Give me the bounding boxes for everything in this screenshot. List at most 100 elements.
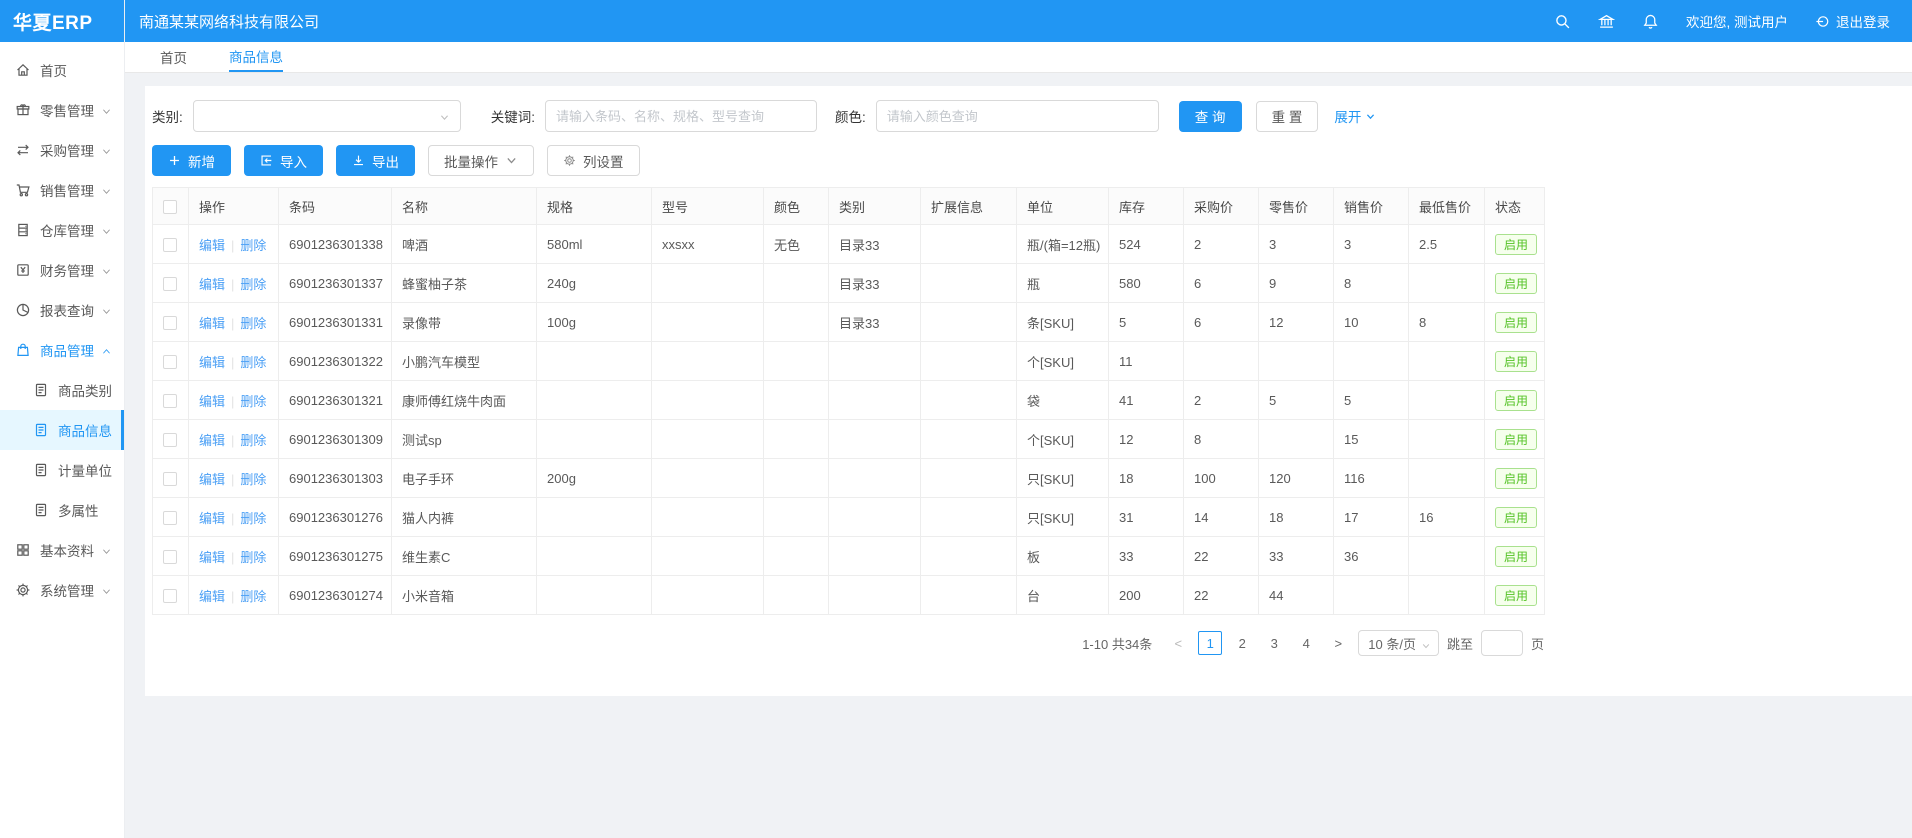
edit-link[interactable]: 编辑 [199, 471, 226, 487]
table-row: 编辑 | 删除 6901236301337 蜂蜜柚子茶 240g 目录33 瓶 580 6 9 8 启用 [152, 263, 1545, 303]
tab-home[interactable]: 首页 [160, 51, 187, 66]
add-button[interactable]: 新增 [152, 145, 231, 176]
row-checkbox[interactable] [163, 588, 177, 603]
edit-link[interactable]: 编辑 [199, 315, 226, 331]
next-page-button[interactable]: > [1334, 635, 1343, 651]
cell-sale [1333, 575, 1409, 615]
cell-spec [536, 536, 652, 576]
color-input[interactable] [875, 100, 1159, 132]
reset-button[interactable]: 重 置 [1255, 100, 1319, 132]
select-all-checkbox[interactable] [163, 199, 177, 214]
delete-link[interactable]: 删除 [240, 471, 267, 487]
home-icon [15, 62, 31, 78]
prev-page-button[interactable]: < [1174, 635, 1183, 651]
row-checkbox[interactable] [163, 471, 177, 486]
link-separator: | [231, 510, 235, 526]
edit-link[interactable]: 编辑 [199, 393, 226, 409]
edit-link[interactable]: 编辑 [199, 549, 226, 565]
sidebar-item-label: 采购管理 [40, 144, 94, 159]
cell-purchase: 8 [1183, 419, 1259, 459]
sidebar-item-warehouse[interactable]: 仓库管理 [0, 210, 124, 250]
bell-icon[interactable] [1642, 13, 1659, 30]
row-checkbox[interactable] [163, 354, 177, 369]
sidebar-item-measure-unit[interactable]: 计量单位 [0, 450, 124, 490]
delete-link[interactable]: 删除 [240, 432, 267, 448]
cell-retail: 9 [1258, 263, 1334, 303]
gear-icon [563, 154, 576, 167]
cell-unit: 个[SKU] [1016, 419, 1109, 459]
edit-link[interactable]: 编辑 [199, 354, 226, 370]
cell-spec [536, 419, 652, 459]
sidebar-item-product[interactable]: 商品管理 [0, 330, 124, 370]
cell-status: 启用 [1484, 380, 1545, 420]
bank-icon[interactable] [1597, 13, 1615, 30]
row-checkbox[interactable] [163, 549, 177, 564]
edit-link[interactable]: 编辑 [199, 510, 226, 526]
sidebar-item-report[interactable]: 报表查询 [0, 290, 124, 330]
search-button[interactable]: 查 询 [1178, 100, 1242, 132]
sidebar-item-product-category[interactable]: 商品类别 [0, 370, 124, 410]
sidebar-item-purchase[interactable]: 采购管理 [0, 130, 124, 170]
jump-page-input[interactable] [1480, 630, 1523, 656]
logout-button[interactable]: 退出登录 [1815, 11, 1890, 31]
search-icon[interactable] [1554, 13, 1571, 30]
cell-spec: 100g [536, 302, 652, 342]
cell-spec [536, 575, 652, 615]
cell-sale: 10 [1333, 302, 1409, 342]
delete-link[interactable]: 删除 [240, 354, 267, 370]
page-size-select[interactable]: 10 条/页 [1358, 630, 1439, 656]
sidebar-item-system[interactable]: 系统管理 [0, 570, 124, 610]
export-button[interactable]: 导出 [336, 145, 415, 176]
edit-link[interactable]: 编辑 [199, 237, 226, 253]
sidebar-item-sales[interactable]: 销售管理 [0, 170, 124, 210]
edit-link[interactable]: 编辑 [199, 588, 226, 604]
cell-color [763, 458, 829, 498]
column-header: 操作 [188, 187, 279, 225]
row-checkbox[interactable] [163, 276, 177, 291]
sidebar-item-basic[interactable]: 基本资料 [0, 530, 124, 570]
sidebar-item-retail[interactable]: 零售管理 [0, 90, 124, 130]
sidebar-item-home[interactable]: 首页 [0, 50, 124, 90]
chevron-down-icon [101, 185, 112, 196]
keyword-input[interactable] [545, 100, 818, 132]
row-checkbox[interactable] [163, 237, 177, 252]
cell-sale: 17 [1333, 497, 1409, 537]
row-checkbox[interactable] [163, 510, 177, 525]
sidebar-item-finance[interactable]: 财务管理 [0, 250, 124, 290]
cell-color: 无色 [763, 224, 829, 264]
import-button[interactable]: 导入 [244, 145, 323, 176]
cell-name: 维生素C [391, 536, 537, 576]
chevron-down-icon [101, 225, 112, 236]
tab-product-info[interactable]: 商品信息 [229, 42, 283, 72]
cell-retail: 18 [1258, 497, 1334, 537]
delete-link[interactable]: 删除 [240, 510, 267, 526]
page-button-4[interactable]: 4 [1302, 635, 1310, 651]
cell-purchase: 22 [1183, 575, 1259, 615]
column-settings-button[interactable]: 列设置 [547, 145, 640, 176]
cell-stock: 580 [1108, 263, 1184, 303]
category-select[interactable] [192, 100, 461, 132]
row-checkbox[interactable] [163, 432, 177, 447]
product-table: 操作 条码 名称 规格 型号 颜色 类别 扩展信息 单位 库存 采购价 零售价 销售价 最低售价 状态 编辑… [152, 187, 1545, 615]
cell-ext [920, 497, 1017, 537]
edit-link[interactable]: 编辑 [199, 276, 226, 292]
cell-status: 启用 [1484, 419, 1545, 459]
row-checkbox[interactable] [163, 315, 177, 330]
delete-link[interactable]: 删除 [240, 588, 267, 604]
sidebar-item-product-info[interactable]: 商品信息 [0, 410, 124, 450]
row-checkbox[interactable] [163, 393, 177, 408]
expand-link[interactable]: 展开 [1334, 106, 1376, 126]
page-button-1[interactable]: 1 [1198, 631, 1223, 655]
cell-stock: 41 [1108, 380, 1184, 420]
edit-link[interactable]: 编辑 [199, 432, 226, 448]
delete-link[interactable]: 删除 [240, 393, 267, 409]
delete-link[interactable]: 删除 [240, 276, 267, 292]
batch-actions-button[interactable]: 批量操作 [428, 145, 534, 176]
delete-link[interactable]: 删除 [240, 237, 267, 253]
sidebar-item-multi-attr[interactable]: 多属性 [0, 490, 124, 530]
page-button-3[interactable]: 3 [1270, 635, 1278, 651]
page-button-2[interactable]: 2 [1238, 635, 1246, 651]
delete-link[interactable]: 删除 [240, 549, 267, 565]
cell-spec [536, 497, 652, 537]
delete-link[interactable]: 删除 [240, 315, 267, 331]
